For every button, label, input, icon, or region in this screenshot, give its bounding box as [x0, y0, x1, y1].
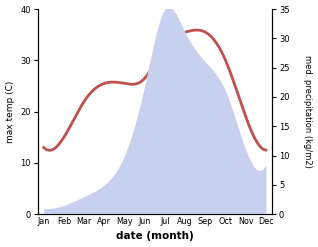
- Y-axis label: max temp (C): max temp (C): [5, 80, 15, 143]
- Y-axis label: med. precipitation (kg/m2): med. precipitation (kg/m2): [303, 55, 313, 168]
- X-axis label: date (month): date (month): [116, 231, 194, 242]
